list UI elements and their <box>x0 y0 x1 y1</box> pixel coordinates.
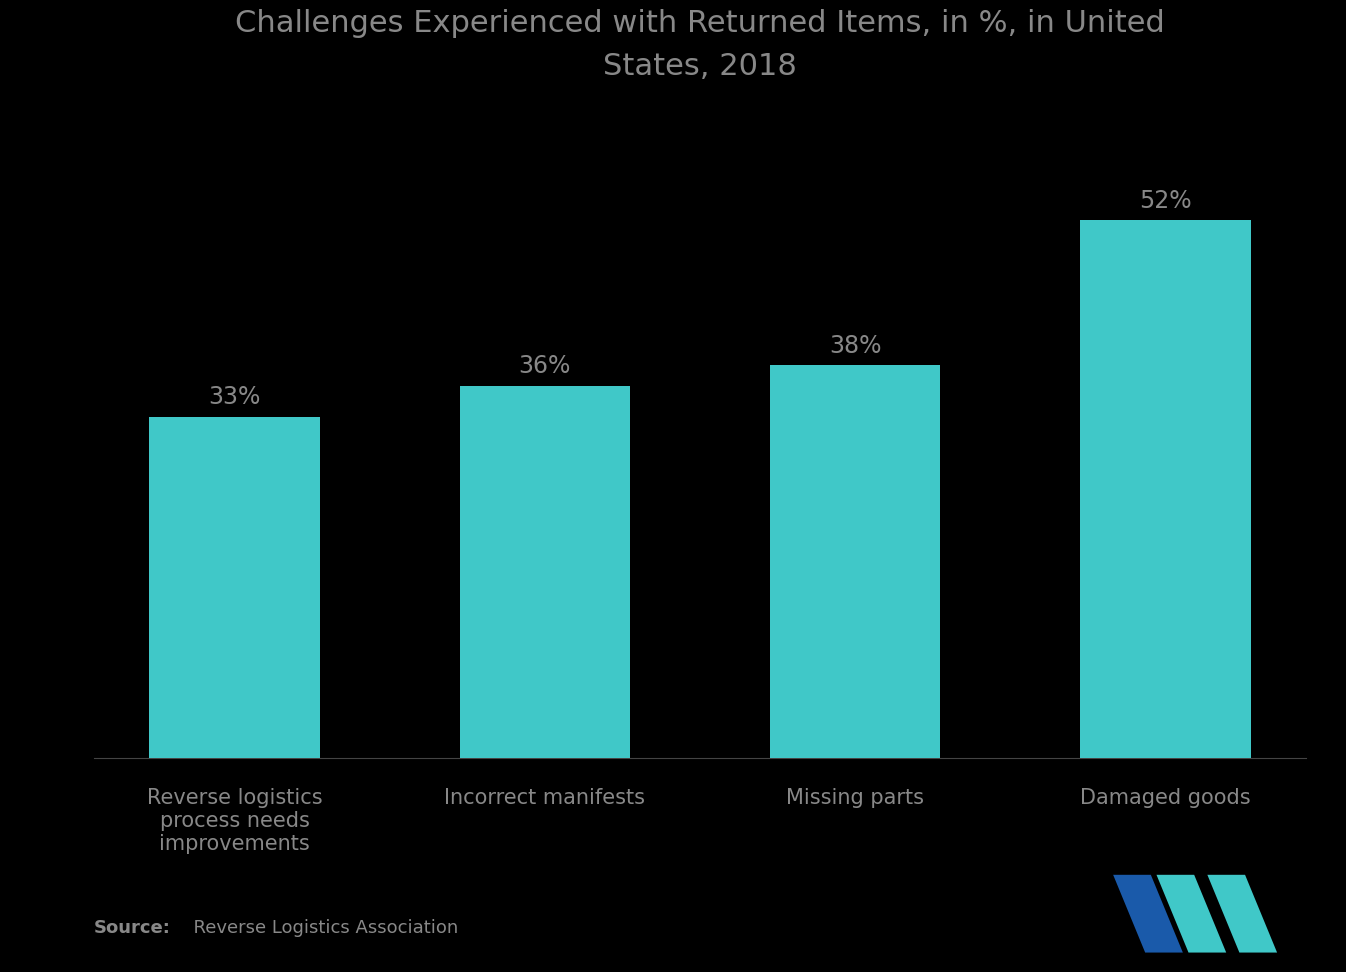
Text: 36%: 36% <box>518 355 571 378</box>
Polygon shape <box>1207 875 1277 953</box>
Text: 33%: 33% <box>209 386 261 409</box>
Text: Source:: Source: <box>94 920 171 937</box>
Text: 38%: 38% <box>829 333 882 358</box>
Bar <box>770 364 941 758</box>
Bar <box>1079 220 1250 758</box>
Title: Challenges Experienced with Returned Items, in %, in United
States, 2018: Challenges Experienced with Returned Ite… <box>236 9 1164 81</box>
Text: 52%: 52% <box>1139 189 1191 213</box>
Polygon shape <box>1113 875 1183 953</box>
Polygon shape <box>1156 875 1226 953</box>
Bar <box>459 386 630 758</box>
Text: Reverse Logistics Association: Reverse Logistics Association <box>182 920 458 937</box>
Bar <box>149 417 320 758</box>
